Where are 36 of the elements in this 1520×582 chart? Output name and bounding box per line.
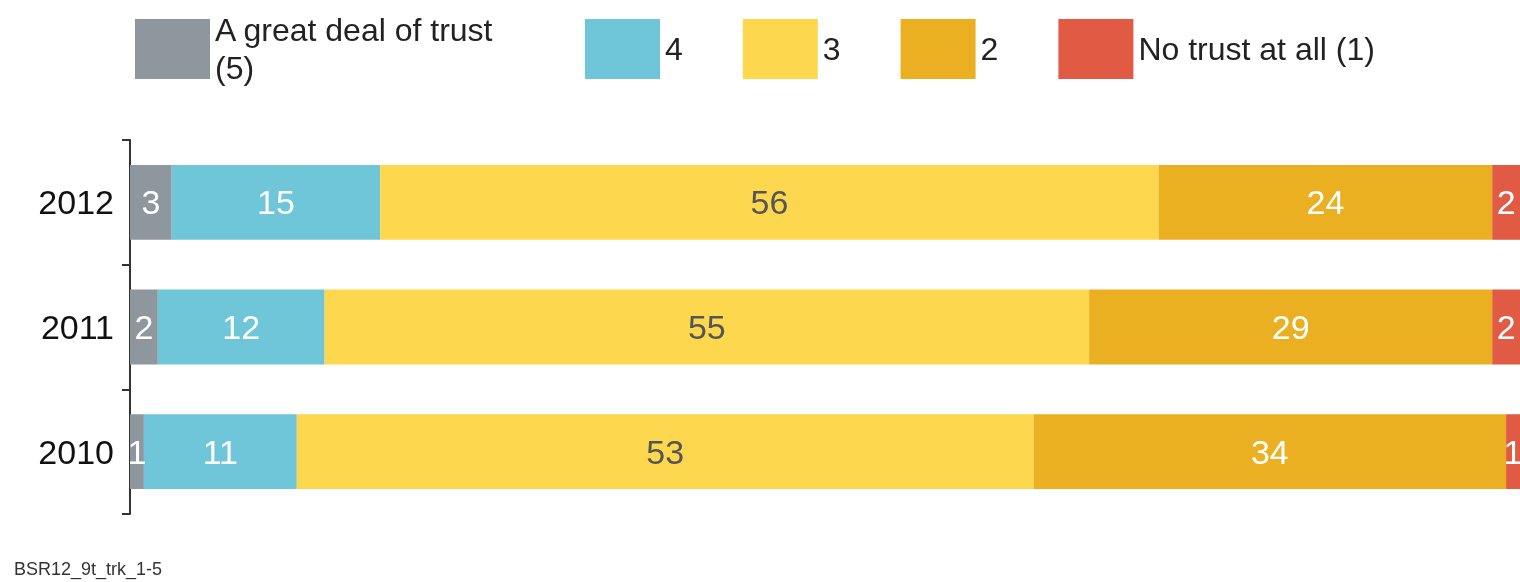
data-label: 1 (127, 432, 147, 471)
data-label: 34 (1250, 432, 1289, 471)
data-label: 15 (257, 183, 295, 222)
data-label: 24 (1306, 183, 1345, 222)
bar (157, 289, 325, 365)
bar (1492, 164, 1520, 240)
legend-label: 3 (822, 31, 841, 67)
bar (380, 164, 1159, 240)
data-label: 11 (202, 432, 238, 471)
data-label: 55 (687, 308, 726, 346)
data-label: 29 (1271, 308, 1310, 346)
bar (143, 414, 297, 490)
bar (1089, 289, 1493, 365)
data-label: 53 (646, 432, 685, 471)
data-label: 2 (134, 308, 154, 346)
bar (1158, 164, 1493, 240)
data-label: 2 (1496, 183, 1516, 222)
text: BSR12_9t_trk_1-5 (14, 559, 163, 580)
bar (324, 289, 1090, 365)
legend-label: 2 (980, 31, 999, 67)
y-tick-label: 2012 (38, 183, 114, 222)
y-tick-label: 2011 (40, 308, 114, 346)
bar (296, 414, 1034, 490)
bar (1033, 414, 1507, 490)
data-label: 12 (222, 308, 261, 346)
bar (130, 164, 172, 240)
bar (171, 164, 381, 240)
data-label: 2 (1496, 308, 1516, 346)
y-tick-label: 2010 (38, 432, 114, 471)
data-label: 3 (141, 183, 161, 222)
bar (1492, 289, 1520, 365)
legend-label: A great deal of trust (5) (215, 12, 502, 86)
bar (130, 289, 158, 365)
legend-label: No trust at all (1) (1138, 31, 1375, 67)
legend-label: 4 (665, 31, 683, 67)
data-label: 56 (750, 183, 789, 222)
